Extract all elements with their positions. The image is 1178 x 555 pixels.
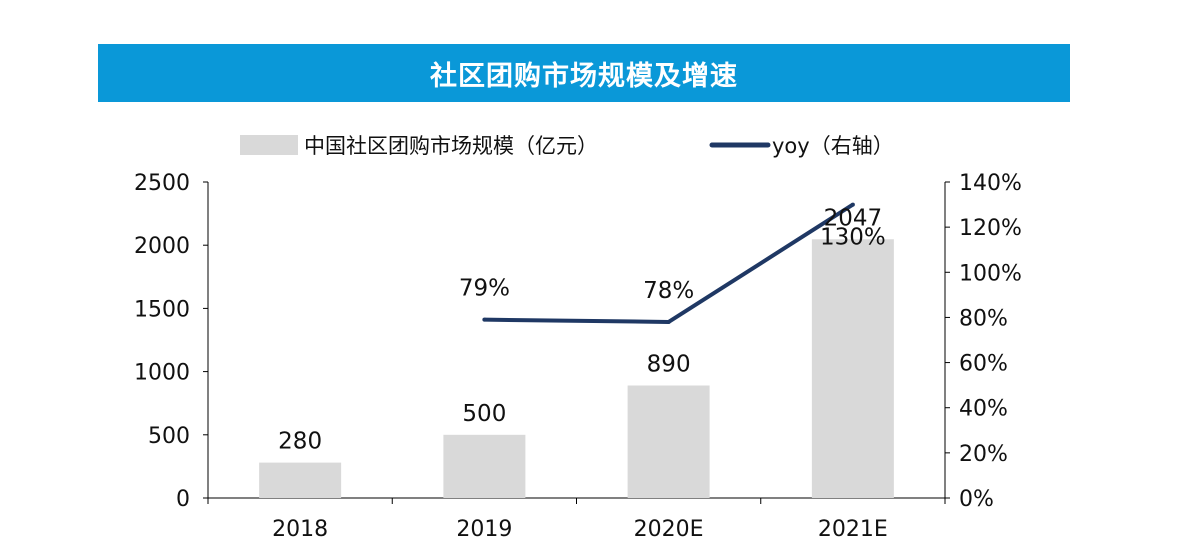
bar-value-label: 280	[278, 429, 322, 455]
data-labels: 280 500 890 2047 79% 78% 130%	[278, 205, 886, 454]
right-tick-label: 100%	[959, 261, 1022, 286]
bar	[443, 434, 526, 498]
bar-value-label: 890	[647, 352, 691, 378]
yoy-value-label: 79%	[459, 276, 510, 302]
right-tick-label: 0%	[959, 487, 994, 512]
bar	[259, 462, 342, 498]
x-tick-label: 2019	[456, 517, 512, 542]
bar-value-label: 2047	[824, 205, 883, 231]
yoy-line	[482, 202, 855, 324]
legend-line-label: yoy（右轴）	[772, 134, 894, 158]
yoy-value-label: 130%	[820, 225, 886, 251]
yoy-point	[666, 319, 671, 324]
right-tick-label: 60%	[959, 352, 1008, 377]
right-tick-label: 140%	[959, 171, 1022, 196]
legend: 中国社区团购市场规模（亿元） yoy（右轴）	[240, 134, 894, 158]
right-tick-label: 80%	[959, 306, 1008, 331]
legend-bar-label: 中国社区团购市场规模（亿元）	[304, 134, 598, 158]
bar-value-label: 500	[462, 401, 506, 427]
legend-bar-swatch	[240, 135, 298, 155]
yoy-point	[850, 202, 855, 207]
yoy-series-line	[484, 202, 854, 324]
yoy-value-label: 78%	[643, 278, 694, 304]
bar	[811, 239, 894, 498]
left-tick-label: 1500	[134, 297, 190, 322]
right-tick-label: 40%	[959, 397, 1008, 422]
left-tick-label: 500	[148, 424, 190, 449]
left-tick-label: 2500	[134, 171, 190, 196]
yoy-point	[482, 317, 487, 322]
left-tick-label: 0	[176, 487, 190, 512]
x-tick-label: 2020E	[634, 517, 704, 542]
bar	[627, 385, 710, 498]
chart-title: 社区团购市场规模及增速	[98, 44, 1070, 102]
left-tick-label: 1000	[134, 361, 190, 386]
x-tick-label: 2018	[272, 517, 328, 542]
right-tick-label: 120%	[959, 216, 1022, 241]
bars	[259, 239, 894, 498]
right-tick-label: 20%	[959, 442, 1008, 467]
axes: 0 500 1000 1500 2000 2500 0% 20% 40% 60% 80% 100% 12…	[134, 171, 1022, 542]
x-tick-label: 2021E	[818, 517, 888, 542]
left-tick-label: 2000	[134, 234, 190, 259]
